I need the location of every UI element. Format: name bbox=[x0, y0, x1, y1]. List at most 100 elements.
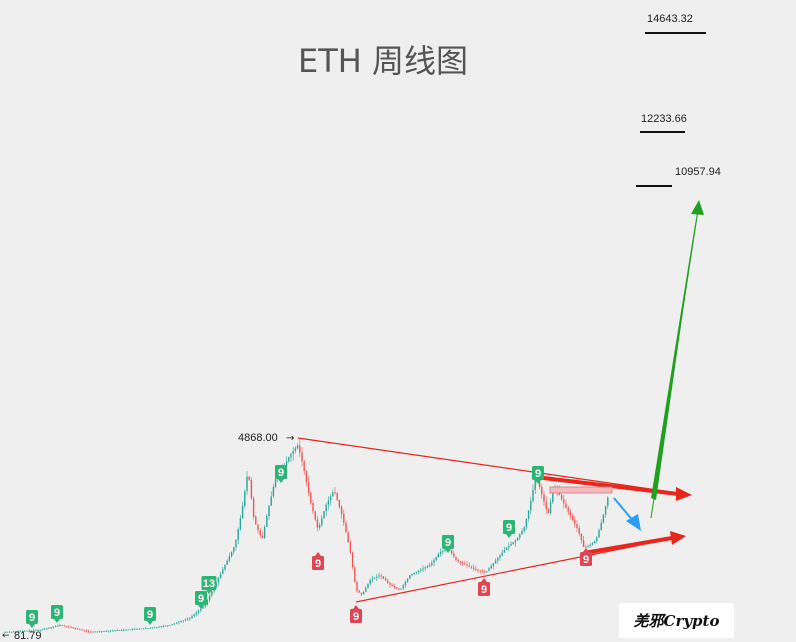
candle-body bbox=[393, 586, 396, 588]
candle-body bbox=[492, 563, 495, 566]
candle-body bbox=[142, 628, 145, 630]
candle-body bbox=[39, 629, 41, 631]
candle-body bbox=[257, 524, 259, 530]
candle-body bbox=[567, 507, 569, 512]
candle-body bbox=[235, 540, 237, 548]
candle-body bbox=[453, 553, 455, 557]
candle-body bbox=[497, 557, 499, 561]
candle-body bbox=[32, 630, 35, 632]
target-label-3: 10957.94 bbox=[675, 166, 721, 178]
candle-body bbox=[329, 496, 332, 501]
candle-body bbox=[259, 530, 261, 536]
candle-body bbox=[250, 480, 253, 499]
candle-body bbox=[585, 546, 587, 548]
candle-body bbox=[101, 631, 103, 633]
candle-body bbox=[180, 621, 182, 622]
candle-body bbox=[343, 513, 345, 523]
candle-body bbox=[488, 568, 490, 572]
candle-body bbox=[4, 632, 6, 633]
td-sequential-signals: 9 9 9 9 13 9 9 9 9 9 9 9 9 bbox=[26, 465, 592, 628]
candle-body bbox=[545, 501, 547, 509]
candle-body bbox=[200, 608, 202, 611]
candle-body bbox=[233, 547, 235, 552]
candle-body bbox=[351, 552, 354, 568]
candle-body bbox=[362, 592, 365, 595]
candle-body bbox=[72, 627, 74, 629]
td-signal-label: 9 bbox=[583, 554, 589, 566]
candlestick-series bbox=[4, 439, 609, 634]
candle-body bbox=[442, 550, 444, 552]
candle-body bbox=[61, 625, 63, 626]
candle-body bbox=[565, 503, 567, 508]
candle-body bbox=[398, 588, 400, 590]
candle-body bbox=[125, 629, 127, 631]
candle-body bbox=[378, 575, 380, 577]
candle-body bbox=[395, 587, 398, 589]
candle-body bbox=[41, 629, 44, 631]
pullback-arrow bbox=[613, 497, 641, 531]
candle-body bbox=[208, 595, 211, 601]
candle-body bbox=[589, 544, 591, 546]
candle-body bbox=[422, 568, 424, 570]
candle-body bbox=[63, 625, 66, 627]
td-signal-badge: 9 bbox=[532, 466, 544, 484]
candle-body bbox=[547, 509, 550, 513]
candle-body bbox=[365, 587, 367, 592]
candle-body bbox=[461, 562, 464, 564]
candle-body bbox=[127, 629, 129, 631]
candle-body bbox=[268, 505, 270, 516]
candle-body bbox=[65, 626, 68, 627]
candle-body bbox=[459, 561, 462, 563]
candle-body bbox=[464, 563, 466, 565]
candle-body bbox=[145, 628, 147, 630]
candle-body bbox=[450, 550, 453, 554]
candle-body bbox=[43, 628, 46, 630]
candle-body bbox=[123, 629, 125, 631]
candle-body bbox=[90, 631, 92, 633]
candle-body bbox=[514, 540, 517, 543]
candle-body bbox=[521, 531, 523, 535]
candle-body bbox=[369, 579, 371, 584]
candle-body bbox=[360, 592, 363, 595]
low-price-arrow: ← bbox=[2, 631, 10, 641]
candle-body bbox=[508, 545, 510, 548]
candle-body bbox=[217, 578, 220, 583]
td-signal-label: 9 bbox=[535, 468, 541, 480]
candle-body bbox=[406, 578, 409, 582]
candle-body bbox=[334, 492, 336, 494]
candle-body bbox=[552, 491, 554, 502]
candle-body bbox=[578, 528, 580, 534]
candle-body bbox=[206, 600, 209, 605]
candle-body bbox=[325, 504, 327, 512]
td-signal-badge: 9 bbox=[26, 610, 38, 628]
candle-body bbox=[332, 492, 334, 497]
candle-body bbox=[241, 506, 244, 518]
candle-body bbox=[129, 629, 132, 631]
low-price-label: 81.79 bbox=[14, 630, 42, 642]
candle-body bbox=[549, 502, 552, 513]
resistance-zone bbox=[549, 486, 613, 494]
candle-body bbox=[486, 571, 488, 572]
candle-body bbox=[261, 535, 264, 538]
candle-body bbox=[415, 571, 418, 573]
candle-body bbox=[527, 510, 530, 519]
candle-body bbox=[314, 511, 316, 520]
candle-body bbox=[571, 515, 574, 520]
candle-body bbox=[402, 585, 404, 589]
candle-body bbox=[358, 590, 360, 593]
candle-body bbox=[175, 622, 178, 624]
candle-body bbox=[272, 486, 275, 497]
candle-body bbox=[70, 627, 72, 628]
candle-body bbox=[299, 445, 301, 453]
high-price-arrow: → bbox=[286, 433, 294, 444]
candle-body bbox=[263, 527, 266, 538]
candle-body bbox=[411, 574, 413, 576]
candle-body bbox=[457, 560, 459, 562]
candle-body bbox=[420, 569, 422, 571]
candle-body bbox=[323, 511, 325, 519]
candle-body bbox=[173, 623, 176, 625]
td-signal-label: 9 bbox=[353, 611, 359, 623]
candle-body bbox=[523, 527, 525, 531]
candle-body bbox=[503, 549, 506, 553]
